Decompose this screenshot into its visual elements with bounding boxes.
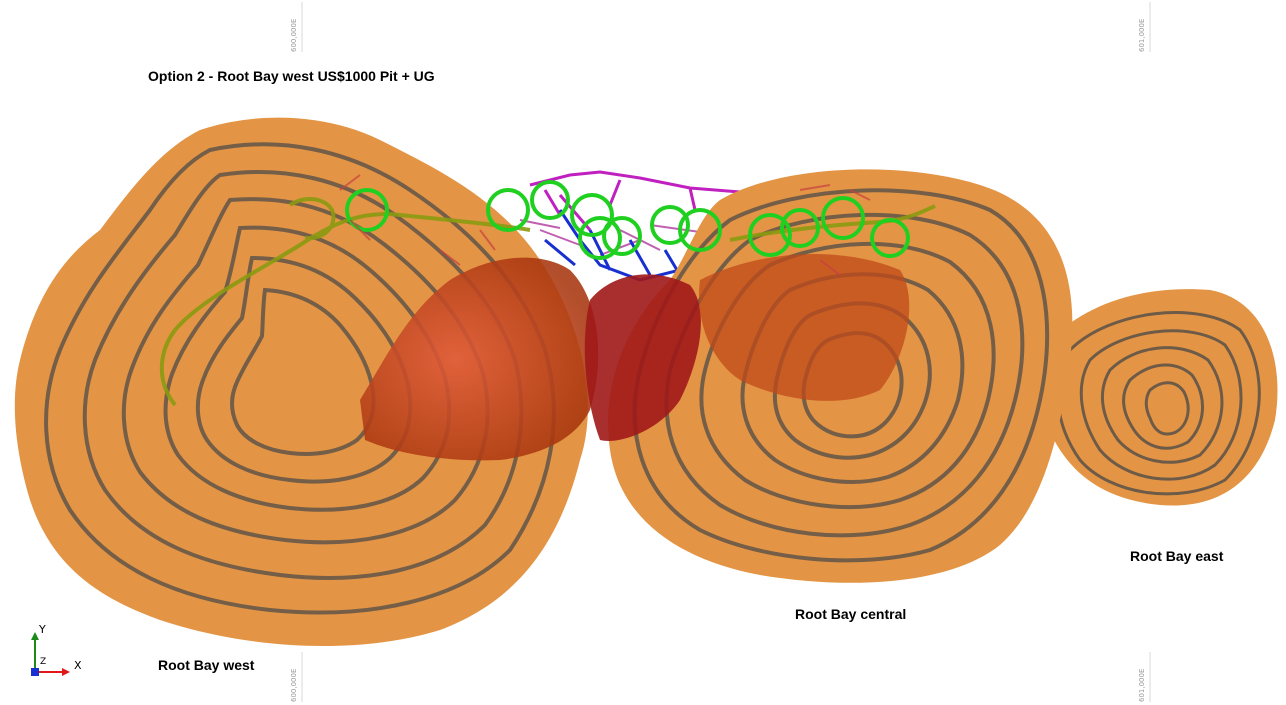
grid-tick-label-top-left: 600,000E — [290, 18, 298, 52]
ring — [748, 213, 792, 257]
ring — [486, 188, 530, 232]
label-root-bay-east: Root Bay east — [1130, 548, 1224, 564]
ring — [530, 180, 570, 220]
stope-rings — [345, 180, 910, 260]
pit-root-bay-west — [14, 117, 588, 647]
magenta-development — [529, 170, 841, 231]
west-decline — [159, 328, 177, 407]
grid-tick-label-top-right: 601,000E — [1138, 18, 1146, 52]
axis-triad-arrows — [31, 632, 70, 676]
grid-tick-label-bottom-left: 600,000E — [290, 668, 298, 702]
ring — [780, 208, 820, 248]
ring — [345, 188, 389, 232]
axis-triad: Y X Z — [26, 622, 96, 682]
blue-development — [544, 209, 701, 282]
ring — [650, 205, 690, 245]
grid-tick-label-bottom-right: 601,000E — [1138, 668, 1146, 702]
ring — [570, 193, 614, 237]
pit-root-bay-east — [1037, 289, 1278, 506]
label-root-bay-central: Root Bay central — [795, 606, 907, 622]
ore-body — [360, 253, 910, 461]
ring — [821, 196, 865, 240]
ring — [870, 218, 910, 258]
red-drives — [339, 174, 871, 276]
ring — [602, 216, 642, 256]
axis-y-label: Y — [39, 623, 46, 636]
axis-x-label: X — [74, 659, 82, 672]
label-root-bay-west: Root Bay west — [158, 657, 255, 673]
ring — [678, 208, 722, 252]
west-loop — [288, 197, 336, 241]
ring — [578, 216, 622, 260]
scene-title: Option 2 - Root Bay west US$1000 Pit + U… — [148, 68, 435, 84]
axis-z-label: Z — [40, 657, 47, 667]
west-ramp — [173, 212, 531, 332]
